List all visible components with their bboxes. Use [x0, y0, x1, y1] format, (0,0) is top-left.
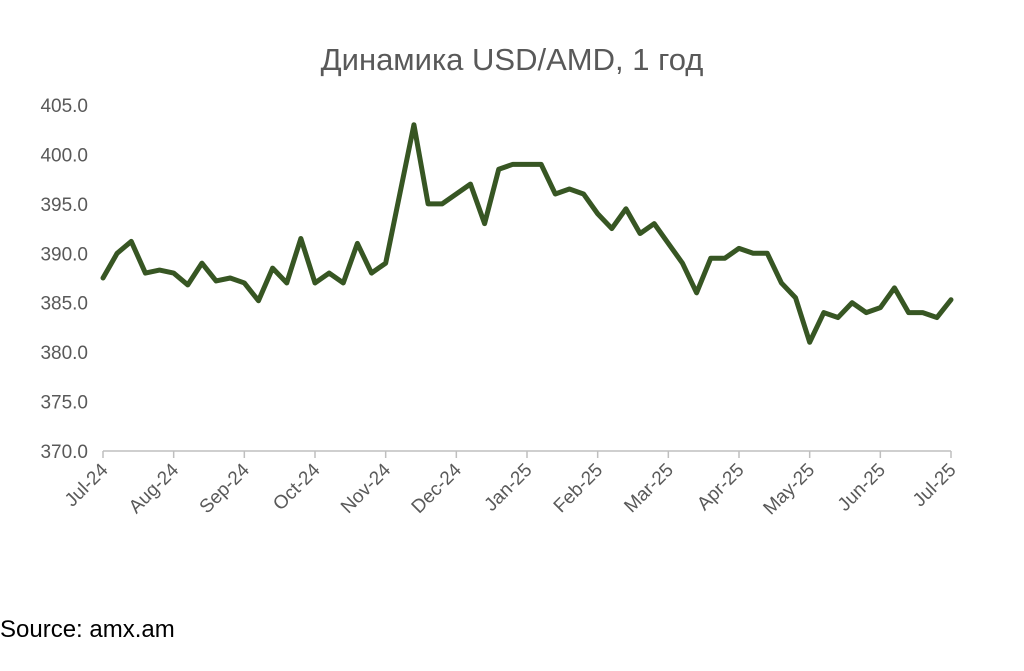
y-tick-label: 390.0	[40, 244, 88, 265]
y-tick-label: 395.0	[40, 195, 88, 216]
x-tick-label: Jul-25	[909, 460, 960, 511]
x-tick-label: May-25	[760, 460, 820, 520]
x-tick-label: Dec-24	[408, 459, 466, 517]
y-tick-label: 380.0	[40, 343, 88, 364]
chart-title: Динамика USD/AMD, 1 год	[321, 42, 704, 77]
y-tick-label: 375.0	[40, 393, 88, 414]
y-tick-label: 405.0	[40, 96, 88, 117]
y-tick-label: 370.0	[40, 442, 88, 463]
x-tick-label: Feb-25	[550, 460, 607, 517]
x-tick-label: Jul-24	[61, 459, 113, 511]
data-line	[100, 122, 954, 345]
x-tick-label: Apr-25	[693, 460, 748, 515]
y-tick-label: 385.0	[40, 294, 88, 315]
x-tick-label: Jan-25	[481, 460, 537, 516]
y-tick-label: 400.0	[40, 145, 88, 166]
x-tick-label: Nov-24	[337, 459, 395, 517]
x-tick-label: Sep-24	[196, 459, 254, 517]
x-tick-label: Oct-24	[269, 459, 324, 514]
x-tick-label: Mar-25	[620, 460, 677, 517]
source: Source: amx.am	[0, 616, 175, 643]
x-tick-label: Aug-24	[125, 459, 183, 517]
x-tick-label: Jun-25	[834, 460, 890, 516]
